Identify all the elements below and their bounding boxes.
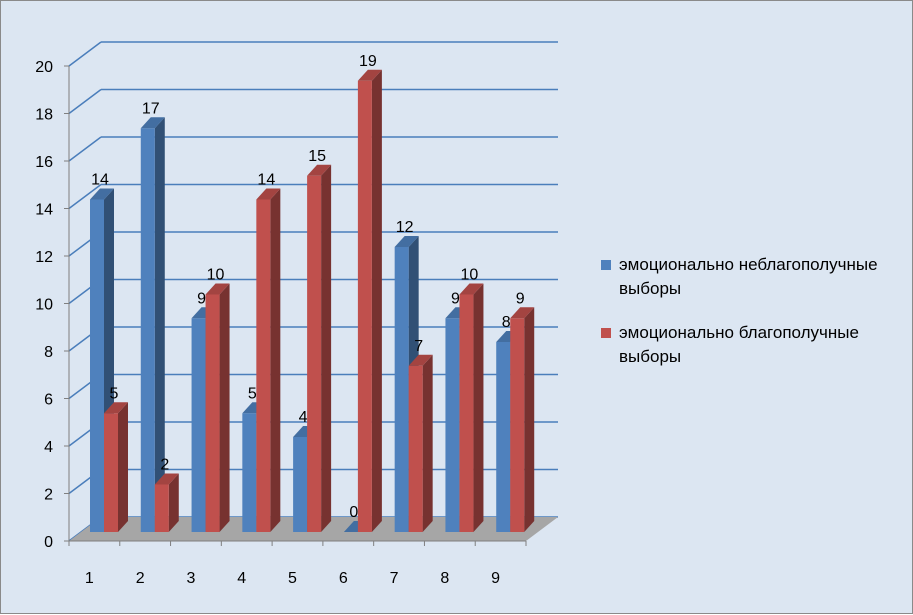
data-label-s1-6: 0 bbox=[349, 504, 358, 521]
bar-s2-5 bbox=[307, 175, 322, 532]
legend-item-series-2: эмоционально благополучные выборы bbox=[601, 321, 901, 369]
y-tick-label-10: 10 bbox=[35, 297, 53, 314]
data-label-s1-7: 12 bbox=[396, 219, 414, 236]
data-label-s1-3: 9 bbox=[197, 290, 206, 307]
bar-top-s2-7 bbox=[408, 354, 433, 366]
y-tick-label-0: 0 bbox=[44, 534, 53, 551]
bar-top-s1-2 bbox=[140, 117, 165, 129]
y-tick-label-20: 20 bbox=[35, 59, 53, 76]
data-label-s1-9: 8 bbox=[502, 314, 511, 331]
data-label-s2-4: 14 bbox=[257, 172, 275, 189]
data-label-s2-8: 10 bbox=[461, 267, 479, 284]
data-label-s1-1: 14 bbox=[91, 172, 109, 189]
bar-top-s2-9 bbox=[510, 307, 535, 319]
bar-side-s2-3 bbox=[219, 283, 230, 532]
bar-s1-8 bbox=[445, 318, 460, 532]
bar-top-s2-2 bbox=[154, 473, 179, 485]
data-label-s1-4: 5 bbox=[248, 385, 257, 402]
data-label-s2-1: 5 bbox=[110, 385, 119, 402]
bar-s1-1 bbox=[90, 199, 104, 532]
bar-s2-6 bbox=[357, 80, 372, 532]
x-tick-label-8: 8 bbox=[440, 570, 449, 587]
y-tick-label-8: 8 bbox=[44, 344, 53, 361]
y-tick-label-14: 14 bbox=[35, 202, 53, 219]
bar-top-s2-3 bbox=[205, 283, 230, 295]
bar-side-s2-9 bbox=[524, 307, 535, 532]
bar-s2-7 bbox=[408, 365, 423, 532]
bar-side-s2-6 bbox=[371, 69, 382, 532]
data-label-s2-3: 10 bbox=[207, 267, 225, 284]
bar-s1-9 bbox=[496, 342, 511, 532]
data-label-s2-9: 9 bbox=[516, 290, 525, 307]
bar-s2-1 bbox=[104, 413, 118, 532]
bar-side-s2-5 bbox=[321, 164, 332, 532]
bar-side-s2-2 bbox=[168, 473, 179, 532]
data-label-s1-2: 17 bbox=[142, 100, 160, 117]
bar-top-s2-8 bbox=[459, 283, 484, 295]
bar-s2-9 bbox=[510, 318, 525, 532]
bar-side-s2-7 bbox=[422, 354, 433, 532]
bar-s2-2 bbox=[154, 484, 169, 532]
data-label-s1-8: 9 bbox=[451, 290, 460, 307]
y-tick-label-2: 2 bbox=[44, 487, 53, 504]
bar-side-s2-8 bbox=[473, 283, 484, 532]
bar-s2-4 bbox=[256, 199, 271, 532]
side-gridline-18 bbox=[68, 88, 102, 115]
bar-side-s2-1 bbox=[118, 402, 128, 532]
data-label-s1-5: 4 bbox=[299, 409, 308, 426]
bar-top-s2-6 bbox=[357, 69, 382, 81]
x-tick-label-1: 1 bbox=[85, 570, 94, 587]
legend-swatch-blue bbox=[601, 260, 611, 270]
bar-top-s2-1 bbox=[104, 402, 128, 414]
bar-s2-3 bbox=[205, 294, 220, 532]
y-tick-label-4: 4 bbox=[44, 439, 53, 456]
legend-label-series-2: эмоционально благополучные выборы bbox=[619, 323, 859, 366]
data-label-s2-2: 2 bbox=[160, 457, 169, 474]
bar-side-s2-4 bbox=[270, 188, 281, 532]
side-gridline-20 bbox=[68, 41, 102, 67]
bar-top-s2-5 bbox=[307, 164, 332, 176]
legend: эмоционально неблагополучные выборы эмоц… bbox=[601, 253, 901, 389]
y-tick-label-6: 6 bbox=[44, 392, 53, 409]
x-tick-label-6: 6 bbox=[339, 570, 348, 587]
bar-s1-4 bbox=[242, 413, 257, 532]
x-tick-label-9: 9 bbox=[491, 570, 500, 587]
bar-s2-8 bbox=[459, 294, 474, 532]
side-gridline-16 bbox=[68, 136, 102, 162]
x-tick-label-5: 5 bbox=[288, 570, 297, 587]
legend-item-series-1: эмоционально неблагополучные выборы bbox=[601, 253, 901, 301]
bar-top-s2-4 bbox=[256, 188, 281, 200]
legend-swatch-red bbox=[601, 328, 611, 338]
legend-label-series-1: эмоционально неблагополучные выборы bbox=[619, 255, 878, 298]
bar-s1-2 bbox=[140, 128, 155, 532]
data-label-s2-7: 7 bbox=[414, 338, 423, 355]
data-label-s2-6: 19 bbox=[359, 53, 377, 70]
y-tick-label-12: 12 bbox=[35, 249, 53, 266]
bar-s1-3 bbox=[191, 318, 206, 532]
bar-top-s1-7 bbox=[394, 236, 419, 247]
y-tick-label-16: 16 bbox=[35, 154, 53, 171]
y-tick-label-18: 18 bbox=[35, 107, 53, 124]
bar-side-s1-2 bbox=[154, 117, 165, 532]
data-label-s2-5: 15 bbox=[308, 148, 326, 165]
x-tick-label-2: 2 bbox=[136, 570, 145, 587]
bar-s1-7 bbox=[394, 247, 409, 532]
bar-top-s1-1 bbox=[90, 188, 114, 200]
side-gridline-14 bbox=[68, 183, 102, 210]
bar-s1-5 bbox=[293, 437, 308, 532]
x-tick-label-3: 3 bbox=[186, 570, 195, 587]
x-tick-label-4: 4 bbox=[237, 570, 246, 587]
x-tick-label-7: 7 bbox=[390, 570, 399, 587]
